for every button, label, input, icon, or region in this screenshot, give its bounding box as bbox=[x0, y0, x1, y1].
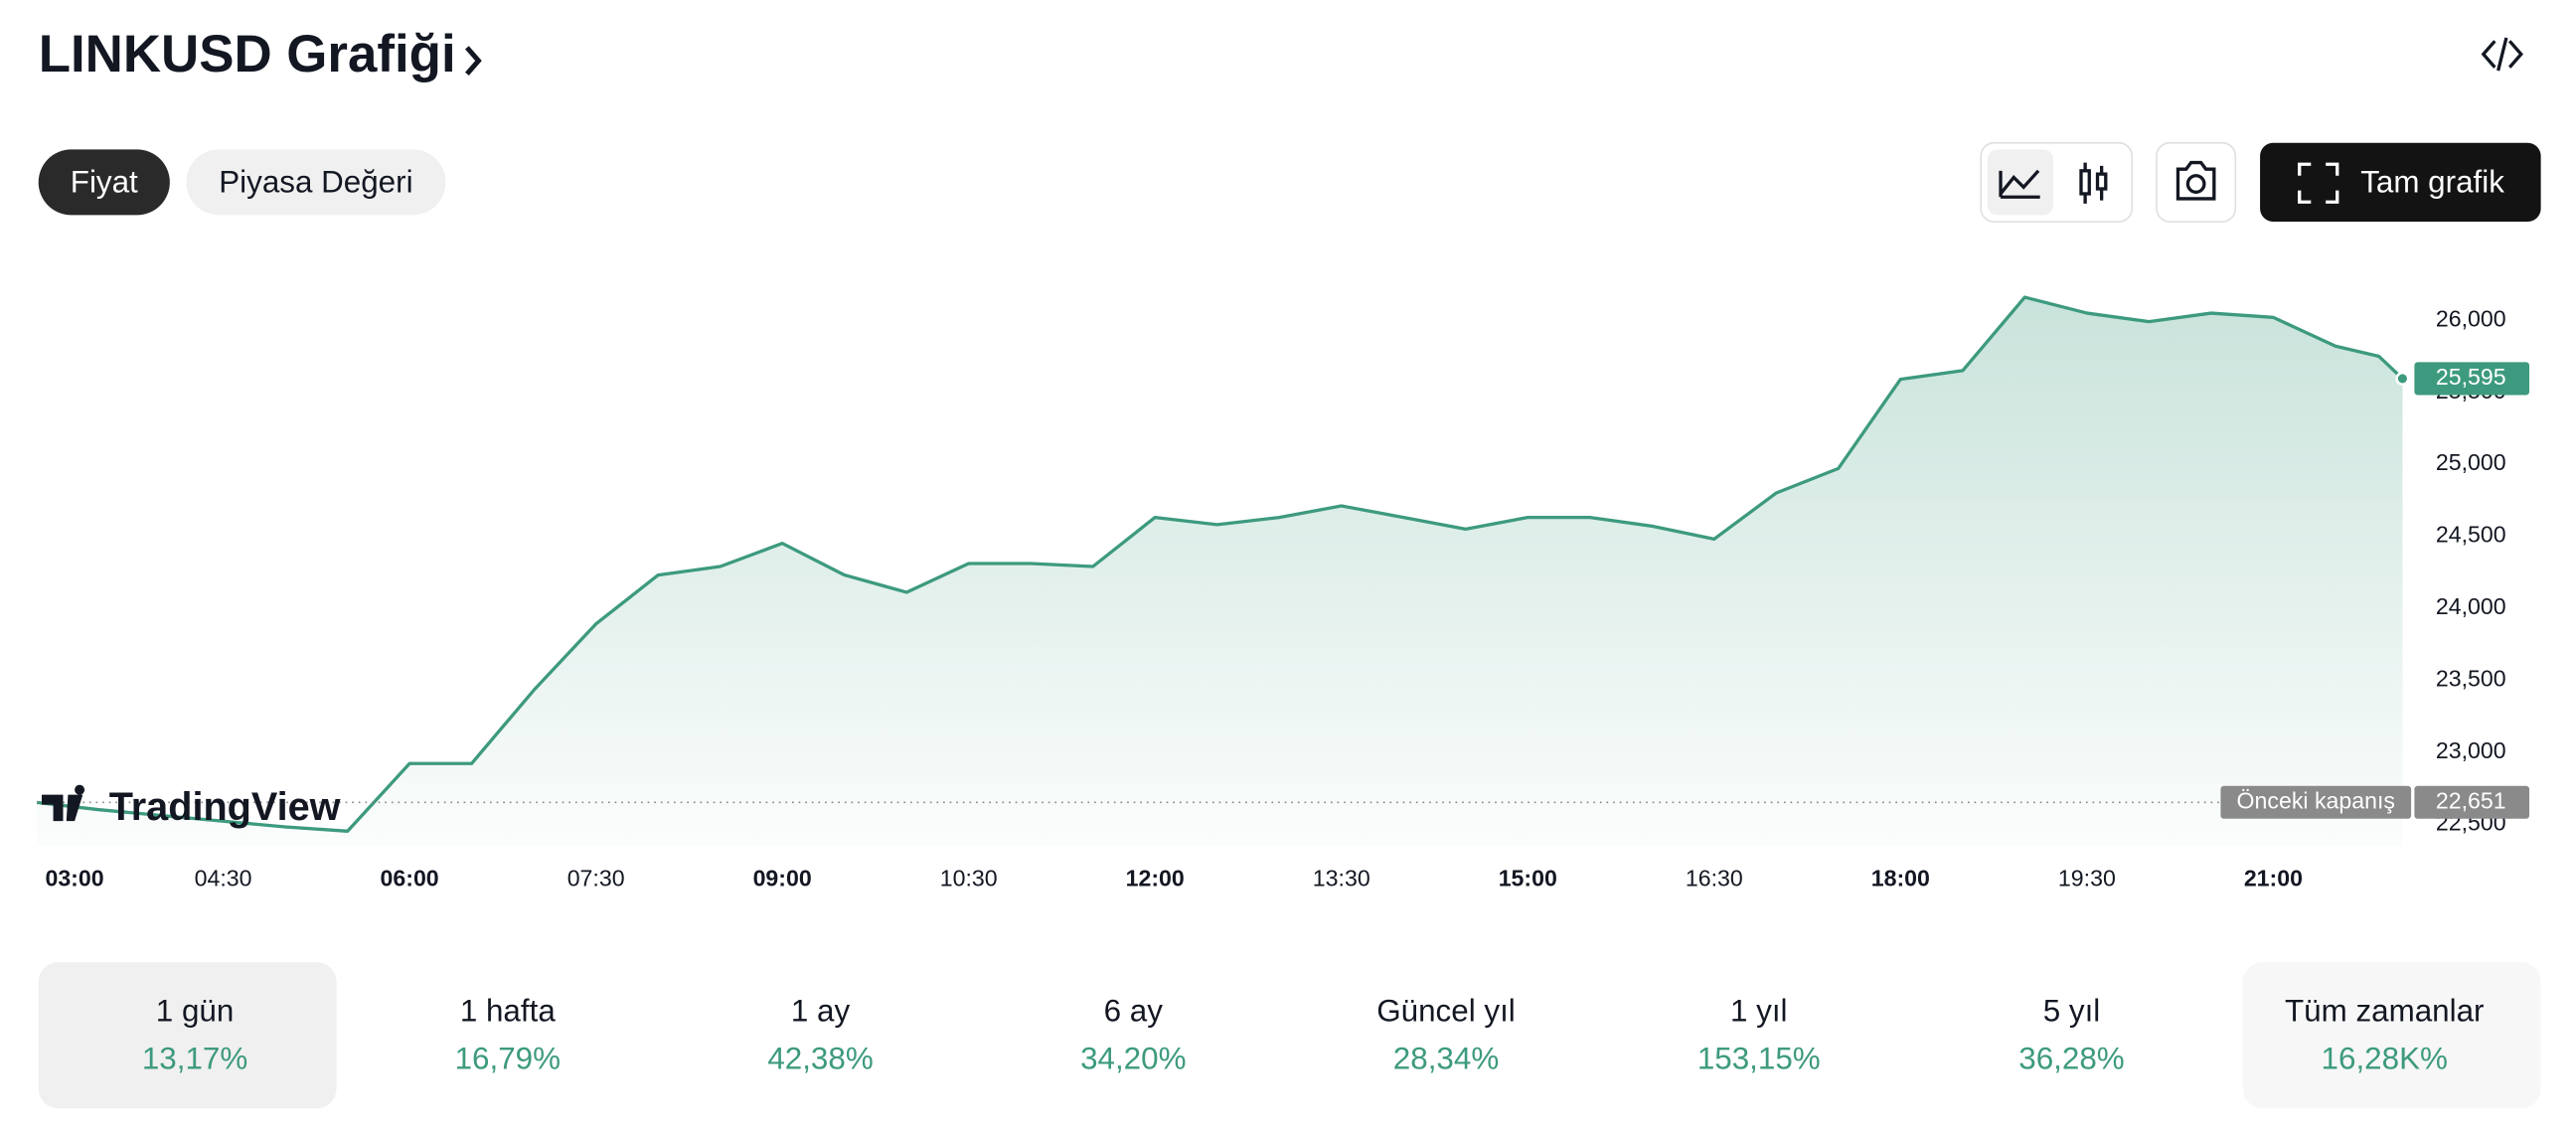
x-tick-label: 10:30 bbox=[940, 866, 998, 891]
period-change[interactable]: 16,79% bbox=[455, 1042, 561, 1076]
period-bg[interactable] bbox=[2242, 962, 2541, 1109]
tab-bg[interactable] bbox=[186, 149, 446, 216]
tab[interactable]: Piyasa Değeri bbox=[219, 164, 412, 199]
previous-close-tag bbox=[2220, 785, 2412, 819]
title[interactable]: LINKUSD Grafiği bbox=[39, 25, 456, 83]
fullscreen-icon bbox=[2298, 162, 2339, 204]
x-tick-label: 13:30 bbox=[1313, 866, 1370, 891]
x-tick-label: 19:30 bbox=[2058, 866, 2116, 891]
y-tick-label: 25,000 bbox=[2436, 449, 2506, 475]
x-tick-label: 04:30 bbox=[195, 866, 252, 891]
candle-icon[interactable] bbox=[2079, 162, 2108, 204]
period-change[interactable]: 34,20% bbox=[1080, 1042, 1186, 1076]
period-change[interactable]: 13,17% bbox=[142, 1042, 247, 1076]
plot: 22,50023,00023,50024,00024,50025,00025,5… bbox=[36, 295, 2530, 891]
previous-close-name: Önceki kapanış bbox=[2237, 787, 2395, 813]
period-label[interactable]: Güncel yıl bbox=[1376, 994, 1516, 1029]
period-label[interactable]: 1 ay bbox=[791, 994, 851, 1029]
x-tick-label: 06:00 bbox=[381, 866, 439, 891]
period-label[interactable]: Tüm zamanlar bbox=[2285, 994, 2485, 1029]
price-line bbox=[36, 295, 2404, 833]
snapshot-button[interactable] bbox=[2156, 141, 2237, 223]
y-tick-label: 23,000 bbox=[2436, 737, 2506, 763]
period-change[interactable]: 36,28% bbox=[2018, 1042, 2124, 1076]
period-label[interactable]: 6 ay bbox=[1104, 994, 1164, 1029]
period-label[interactable]: 1 gün bbox=[156, 994, 235, 1029]
period-change[interactable]: 28,34% bbox=[1393, 1042, 1499, 1076]
period-label[interactable]: 1 hafta bbox=[460, 994, 556, 1029]
x-tick-label: 18:00 bbox=[1871, 866, 1930, 891]
tab-active[interactable] bbox=[38, 149, 170, 216]
title-chevron[interactable] bbox=[465, 46, 482, 76]
x-tick-label: 09:00 bbox=[753, 866, 812, 891]
x-tick-label: 03:00 bbox=[45, 866, 103, 891]
x-tick-label: 07:30 bbox=[567, 866, 625, 891]
x-tick-label: 15:00 bbox=[1499, 866, 1557, 891]
period-change[interactable]: 42,38% bbox=[767, 1042, 873, 1076]
x-tick-label: 16:30 bbox=[1686, 866, 1743, 891]
period-change[interactable]: 16,28K% bbox=[2322, 1042, 2448, 1076]
embed-icon[interactable] bbox=[2481, 37, 2523, 72]
y-tick-label: 23,500 bbox=[2436, 665, 2506, 691]
tradingview-logo[interactable]: TradingView bbox=[42, 784, 341, 829]
y-tick-label: 26,000 bbox=[2436, 305, 2506, 331]
period-label[interactable]: 5 yıl bbox=[2043, 994, 2101, 1029]
x-tick-label: 21:00 bbox=[2244, 866, 2303, 891]
last-point bbox=[2395, 371, 2410, 386]
y-tick-label: 24,000 bbox=[2436, 593, 2506, 619]
periods: 1 gün 13,17% 1 hafta 16,79% 1 ay 42,38% 6 ay 34… bbox=[38, 962, 2541, 1109]
area-icon bbox=[1999, 169, 2040, 199]
camera-icon bbox=[2175, 160, 2216, 201]
tab[interactable]: Fiyat bbox=[71, 164, 138, 199]
full-chart-label[interactable]: Tam grafik bbox=[2360, 164, 2504, 199]
area-fill bbox=[37, 297, 2403, 846]
last-price-label: 25,595 bbox=[2436, 364, 2506, 390]
logo-text: TradingView bbox=[109, 785, 341, 829]
period-label[interactable]: 1 yıl bbox=[1730, 994, 1788, 1029]
y-tick-label: 24,500 bbox=[2436, 522, 2506, 548]
period-change[interactable]: 153,15% bbox=[1697, 1042, 1821, 1076]
x-tick-label: 12:00 bbox=[1126, 866, 1185, 891]
previous-close-value-tag bbox=[2414, 785, 2530, 819]
last-price-tag bbox=[2414, 362, 2530, 396]
previous-close-value: 22,651 bbox=[2436, 787, 2506, 813]
period-bg[interactable] bbox=[38, 962, 337, 1109]
